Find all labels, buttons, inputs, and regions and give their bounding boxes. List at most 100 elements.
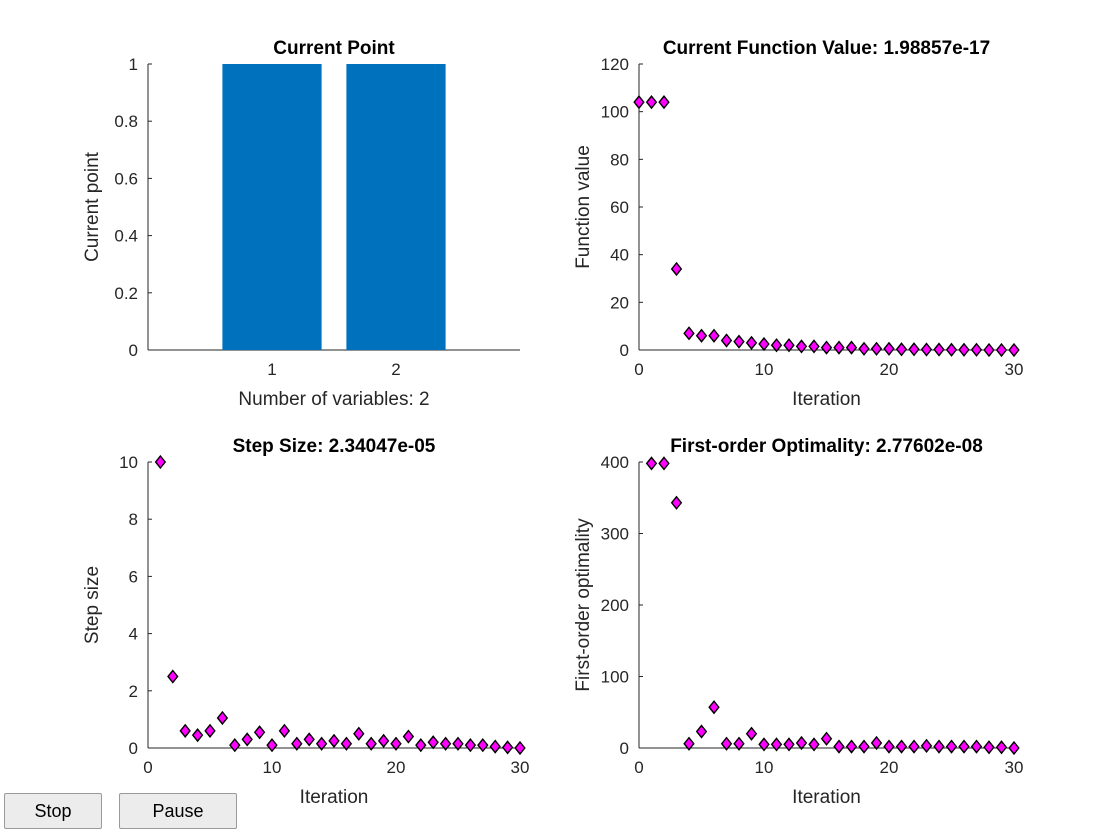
y-tick-label: 0.2 bbox=[114, 284, 138, 303]
data-point-marker bbox=[895, 342, 908, 357]
data-point-marker bbox=[695, 328, 708, 343]
x-tick-label: 0 bbox=[143, 758, 152, 777]
data-point-marker bbox=[908, 739, 920, 754]
data-point-marker bbox=[253, 725, 266, 740]
data-point-marker bbox=[758, 737, 770, 752]
data-point-marker bbox=[377, 733, 390, 748]
data-point-marker bbox=[514, 740, 526, 756]
x-axis-label: Iteration bbox=[300, 787, 369, 808]
x-tick-label: 10 bbox=[755, 758, 774, 777]
data-point-marker bbox=[833, 340, 845, 355]
data-point-marker bbox=[328, 733, 340, 748]
data-point-marker bbox=[708, 328, 720, 343]
y-tick-label: 1 bbox=[129, 55, 138, 74]
data-point-marker bbox=[645, 456, 658, 471]
stop-button[interactable]: Stop bbox=[4, 793, 102, 829]
data-point-marker bbox=[683, 326, 695, 341]
data-point-marker bbox=[920, 342, 933, 357]
y-tick-label: 0 bbox=[620, 341, 629, 360]
data-point-marker bbox=[958, 342, 970, 357]
plot-2: Current Function Value: 1.98857e-17 0 20 40… bbox=[573, 38, 1023, 410]
plot-title: Step Size: 2.34047e-05 bbox=[233, 436, 436, 457]
y-tick-label: 10 bbox=[119, 453, 138, 472]
data-point-marker bbox=[501, 740, 514, 755]
plot-title: Current Point bbox=[273, 38, 395, 59]
plot-1: Current Point 0 0.2 0.4 0.6 0.8 1 1 2 Number of v… bbox=[82, 38, 520, 410]
data-point-marker bbox=[489, 739, 501, 754]
data-point-marker bbox=[970, 739, 983, 754]
x-tick-label: 1 bbox=[267, 360, 276, 379]
y-axis-label: Step size bbox=[82, 566, 103, 644]
data-point-marker bbox=[845, 340, 858, 355]
x-tick-label: 30 bbox=[511, 758, 530, 777]
data-point-marker bbox=[266, 738, 278, 753]
y-tick-label: 0.6 bbox=[114, 169, 138, 188]
data-point-marker bbox=[229, 738, 241, 753]
data-point-marker bbox=[340, 736, 353, 751]
y-tick-label: 0 bbox=[129, 341, 138, 360]
x-tick-label: 20 bbox=[880, 758, 899, 777]
y-tick-label: 0 bbox=[620, 739, 629, 758]
bar-variable-1 bbox=[222, 64, 322, 350]
data-point-marker bbox=[920, 738, 933, 753]
data-point-marker bbox=[908, 342, 920, 357]
data-point-marker bbox=[733, 334, 745, 349]
data-point-marker bbox=[427, 735, 439, 750]
data-point-marker bbox=[683, 736, 695, 751]
data-point-marker bbox=[477, 738, 489, 753]
y-tick-label: 80 bbox=[610, 150, 629, 169]
y-tick-label: 0.8 bbox=[114, 112, 138, 131]
y-tick-label: 8 bbox=[129, 510, 138, 529]
data-point-marker bbox=[291, 736, 303, 751]
y-tick-label: 6 bbox=[129, 567, 138, 586]
x-tick-label: 30 bbox=[1005, 758, 1024, 777]
x-axis-label: Number of variables: 2 bbox=[238, 389, 429, 410]
data-point-marker bbox=[858, 341, 870, 356]
data-point-marker bbox=[945, 342, 958, 357]
data-point-marker bbox=[870, 735, 883, 751]
data-point-marker bbox=[179, 723, 191, 738]
plot-title: Current Function Value: 1.98857e-17 bbox=[663, 38, 990, 59]
data-point-marker bbox=[983, 342, 995, 358]
data-point-marker bbox=[945, 739, 958, 754]
x-tick-label: 30 bbox=[1005, 360, 1024, 379]
data-point-marker bbox=[795, 339, 808, 354]
data-point-marker bbox=[783, 737, 795, 752]
x-tick-label: 10 bbox=[263, 758, 282, 777]
y-tick-label: 200 bbox=[601, 596, 629, 615]
y-tick-label: 100 bbox=[601, 668, 629, 687]
data-point-marker bbox=[439, 736, 452, 751]
x-axis-label: Iteration bbox=[792, 389, 861, 410]
y-tick-label: 0 bbox=[129, 739, 138, 758]
x-tick-label: 2 bbox=[391, 360, 400, 379]
data-point-marker bbox=[958, 739, 970, 754]
x-tick-label: 20 bbox=[880, 360, 899, 379]
plot-title: First-order Optimality: 2.77602e-08 bbox=[670, 436, 983, 457]
data-point-marker bbox=[353, 726, 365, 741]
x-tick-label: 0 bbox=[634, 758, 643, 777]
data-point-marker bbox=[241, 732, 253, 747]
y-tick-label: 300 bbox=[601, 525, 629, 544]
data-point-marker bbox=[895, 739, 908, 754]
pause-button[interactable]: Pause bbox=[119, 793, 237, 829]
data-point-marker bbox=[1008, 740, 1020, 756]
y-axis-label: First-order optimality bbox=[573, 518, 594, 692]
y-tick-label: 100 bbox=[601, 103, 629, 122]
data-point-marker bbox=[670, 261, 683, 277]
data-point-marker bbox=[870, 341, 883, 356]
data-point-marker bbox=[795, 735, 808, 751]
plot-4: First-order Optimality: 2.77602e-0801002… bbox=[573, 436, 1023, 808]
y-tick-label: 0.4 bbox=[114, 227, 138, 246]
data-point-marker bbox=[633, 95, 645, 110]
data-point-marker bbox=[983, 740, 995, 755]
x-tick-label: 0 bbox=[634, 360, 643, 379]
y-tick-label: 40 bbox=[610, 246, 629, 265]
data-point-marker bbox=[390, 736, 402, 751]
data-point-marker bbox=[995, 342, 1008, 358]
data-point-marker bbox=[154, 454, 167, 470]
data-point-marker bbox=[720, 333, 733, 348]
data-point-marker bbox=[758, 336, 770, 352]
data-point-marker bbox=[365, 736, 377, 751]
data-point-marker bbox=[770, 737, 783, 752]
